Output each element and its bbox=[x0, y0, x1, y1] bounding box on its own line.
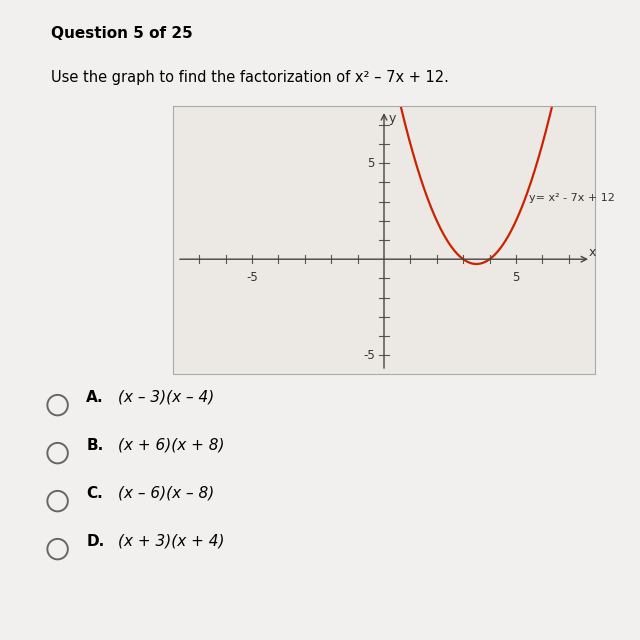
Text: y: y bbox=[388, 112, 396, 125]
Text: A.: A. bbox=[86, 390, 104, 405]
Text: D.: D. bbox=[86, 534, 105, 549]
Text: C.: C. bbox=[86, 486, 103, 501]
Text: x: x bbox=[589, 246, 596, 259]
Text: (x – 3)(x – 4): (x – 3)(x – 4) bbox=[118, 390, 214, 405]
Text: (x – 6)(x – 8): (x – 6)(x – 8) bbox=[118, 486, 214, 501]
Text: (x + 3)(x + 4): (x + 3)(x + 4) bbox=[118, 534, 225, 549]
Text: y= x² - 7x + 12: y= x² - 7x + 12 bbox=[529, 193, 615, 203]
Text: -5: -5 bbox=[363, 349, 375, 362]
Text: 5: 5 bbox=[512, 271, 520, 284]
Text: -5: -5 bbox=[246, 271, 258, 284]
Text: B.: B. bbox=[86, 438, 104, 453]
Text: Use the graph to find the factorization of x² – 7x + 12.: Use the graph to find the factorization … bbox=[51, 70, 449, 85]
Text: (x + 6)(x + 8): (x + 6)(x + 8) bbox=[118, 438, 225, 453]
Text: Question 5 of 25: Question 5 of 25 bbox=[51, 26, 193, 40]
Text: 5: 5 bbox=[367, 157, 375, 170]
